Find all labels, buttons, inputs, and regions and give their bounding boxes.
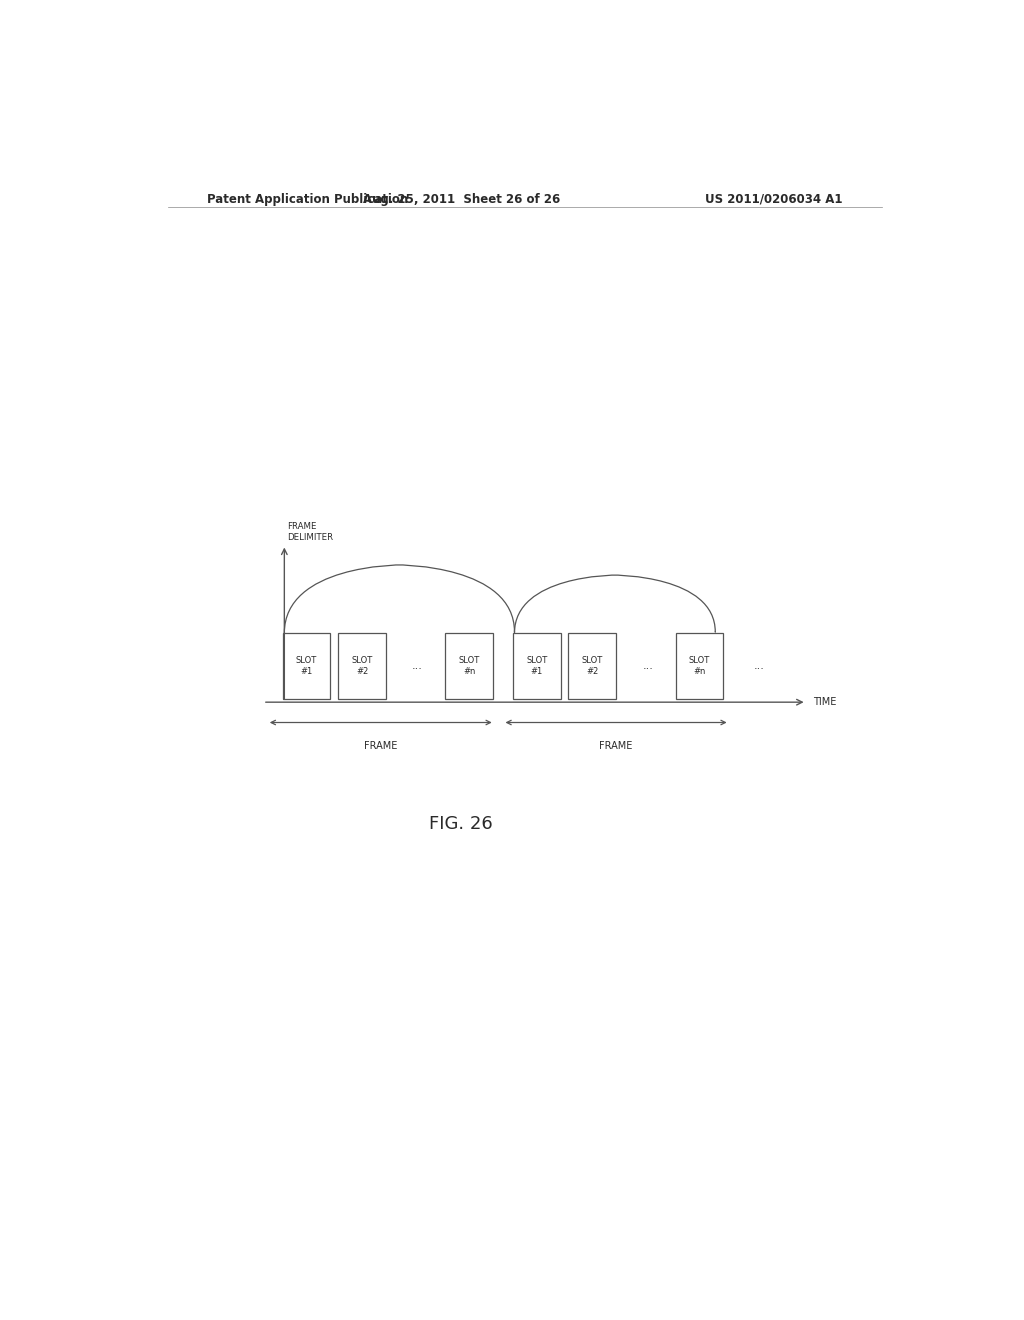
Text: ...: ... (413, 661, 423, 671)
Text: US 2011/0206034 A1: US 2011/0206034 A1 (705, 193, 842, 206)
Text: Aug. 25, 2011  Sheet 26 of 26: Aug. 25, 2011 Sheet 26 of 26 (362, 193, 560, 206)
Text: ...: ... (754, 661, 764, 671)
Text: Patent Application Publication: Patent Application Publication (207, 193, 409, 206)
Bar (445, 634, 494, 700)
Text: SLOT
#n: SLOT #n (689, 656, 710, 676)
FancyArrowPatch shape (285, 565, 514, 634)
Text: FRAME
DELIMITER: FRAME DELIMITER (288, 523, 334, 541)
Text: FRAME: FRAME (365, 741, 397, 751)
Bar (338, 634, 386, 700)
Text: FRAME: FRAME (599, 741, 633, 751)
Text: SLOT
#n: SLOT #n (459, 656, 480, 676)
Text: TIME: TIME (813, 697, 837, 708)
Bar (513, 634, 560, 700)
Text: SLOT
#2: SLOT #2 (582, 656, 603, 676)
Text: FIG. 26: FIG. 26 (429, 816, 494, 833)
Text: SLOT
#1: SLOT #1 (296, 656, 317, 676)
Text: SLOT
#1: SLOT #1 (526, 656, 548, 676)
Bar (568, 634, 616, 700)
Bar (676, 634, 723, 700)
Text: ...: ... (642, 661, 653, 671)
Text: SLOT
#2: SLOT #2 (351, 656, 373, 676)
Bar (283, 634, 331, 700)
FancyArrowPatch shape (514, 576, 716, 634)
